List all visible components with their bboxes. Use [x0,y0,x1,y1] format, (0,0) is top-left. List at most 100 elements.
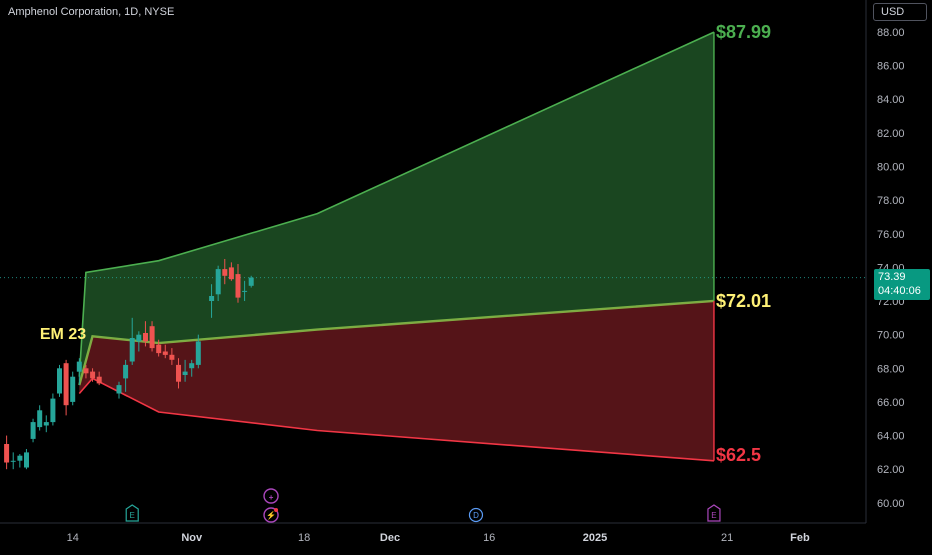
candle[interactable] [90,368,96,382]
lower-band-line [78,377,715,462]
earnings-marker[interactable]: E [707,504,721,522]
price-tick-label: 64.00 [877,431,905,443]
candle[interactable] [129,317,135,365]
last-price-value: 73.39 [878,271,906,283]
currency-button[interactable]: USD [873,3,927,21]
candle[interactable] [176,358,181,389]
bar-countdown: 04:40:06 [878,285,921,297]
candle-body [123,364,129,379]
candle[interactable] [83,364,89,379]
split-marker[interactable]: ⚡ [263,507,279,523]
candle-body [43,422,49,426]
price-tick-label: 82.00 [877,128,905,140]
candle[interactable] [136,331,142,352]
candle[interactable] [96,371,102,386]
candle[interactable] [116,381,122,399]
last-price-badge: 73.39 04:40:06 [874,269,930,300]
candle-body [10,460,16,462]
plus-marker[interactable]: + [263,488,279,504]
price-tick-label: 84.00 [877,94,905,106]
earnings-marker[interactable]: E [125,504,139,522]
candle[interactable] [149,321,155,352]
candle[interactable] [76,358,82,386]
price-axis[interactable]: 60.0062.0064.0066.0068.0070.0072.0074.00… [877,27,905,510]
earnings-icon [125,504,139,522]
candle-body [30,422,36,439]
time-tick-label: 16 [483,532,495,544]
upper-band-line [78,31,715,377]
candle-body [4,444,10,463]
candle-body [63,363,69,406]
candle[interactable] [215,265,221,302]
candle[interactable] [24,449,29,470]
time-axis[interactable]: 14 Nov 18 Dec 16 2025 21 Feb [67,532,810,544]
candle-body [57,368,62,394]
candle-body [24,452,29,468]
candle-body [162,351,168,355]
price-tick-label: 88.00 [877,27,905,39]
candle[interactable] [70,371,76,406]
candle-body [17,455,23,461]
candle[interactable] [43,415,49,433]
plus-glyph: + [269,493,274,502]
candle-body [129,338,135,362]
candle[interactable] [143,321,148,347]
candle[interactable] [63,359,69,416]
candle[interactable] [228,262,234,281]
candle-body [242,290,248,292]
candle[interactable] [209,284,215,318]
candle-body [149,326,155,349]
candle[interactable] [235,264,241,303]
price-tick-label: 68.00 [877,363,905,375]
candle[interactable] [30,418,36,443]
time-tick-label: Dec [380,532,400,544]
candle[interactable] [57,364,62,397]
time-tick-label: Feb [790,532,810,544]
price-tick-label: 60.00 [877,498,905,510]
candle[interactable] [195,334,201,369]
candle[interactable] [189,359,195,377]
candle[interactable] [222,258,228,285]
price-tick-label: 78.00 [877,195,905,207]
price-tick-label: 70.00 [877,330,905,342]
candle[interactable] [123,359,129,392]
candle[interactable] [248,275,254,288]
candle-body [235,274,241,298]
candle-body [116,385,122,394]
candle[interactable] [162,344,168,359]
candle-body [90,371,96,379]
time-tick-label: 21 [721,532,733,544]
candle[interactable] [169,348,175,365]
price-tick-label: 66.00 [877,397,905,409]
candle[interactable] [182,359,188,382]
candle[interactable] [37,405,43,431]
em-label: EM 23 [40,326,86,343]
candle-body [222,269,228,276]
dividend-marker[interactable]: D [468,507,484,523]
candle[interactable] [242,280,248,302]
candle-body [70,376,76,402]
candle-body [76,361,82,372]
price-tick-label: 80.00 [877,161,905,173]
candle[interactable] [4,435,10,470]
upper-level-label: $87.99 [716,22,771,42]
candle-body [228,267,234,280]
candle[interactable] [50,393,56,426]
candle-body [248,277,254,286]
candle-body [189,363,195,369]
candles[interactable] [4,258,254,470]
price-tick-label: 76.00 [877,229,905,241]
candle-body [176,364,181,382]
candle-body [169,354,175,360]
candle-body [96,376,102,384]
marker-letter: E [711,511,716,520]
event-markers[interactable]: E + ⚡ D E [125,488,721,523]
marker-letter: E [130,511,135,520]
candle[interactable] [10,452,16,470]
candle[interactable] [17,454,23,468]
candle-body [143,333,148,342]
candle-body [83,368,89,374]
candle-body [215,269,221,295]
candle[interactable] [156,339,162,357]
